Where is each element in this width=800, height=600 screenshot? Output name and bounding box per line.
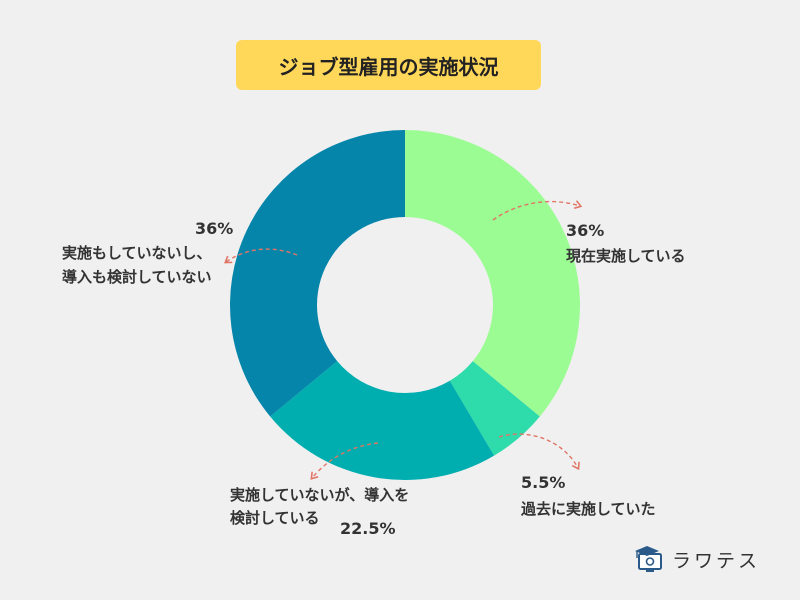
callout-arrow-considering [310,442,379,480]
category-label-considering-line1: 実施していないが、導入を [230,486,410,504]
chart-title: ジョブ型雇用の実施状況 [236,40,541,90]
graduation-monitor-icon [635,546,662,572]
category-label-considering-line2: 検討している [230,509,320,527]
category-label-current: 現在実施している [566,247,686,265]
category-label-past: 過去に実施していた [521,500,656,518]
callout-arrows [224,200,583,480]
brand-logo: ラワテス [634,545,760,573]
donut-slice-considering [270,361,495,480]
callout-arrow-current [492,200,583,221]
category-label-not-implemented-line2: 導入も検討していない [62,268,212,286]
slices-group [230,130,580,480]
value-label-current: 36% [566,221,605,240]
donut-slice-past [449,361,540,456]
donut-slice-not-implemented [230,130,405,417]
brand-name: ラワテス [672,549,761,572]
value-label-past: 5.5% [521,473,566,492]
callout-arrow-past [498,433,580,471]
value-label-considering: 22.5% [340,519,396,538]
callout-arrow-not-implemented [224,248,298,264]
donut-slice-current [405,130,580,417]
category-label-not-implemented-line1: 実施もしていないし、 [62,244,212,262]
value-label-not-implemented: 36% [195,219,234,238]
